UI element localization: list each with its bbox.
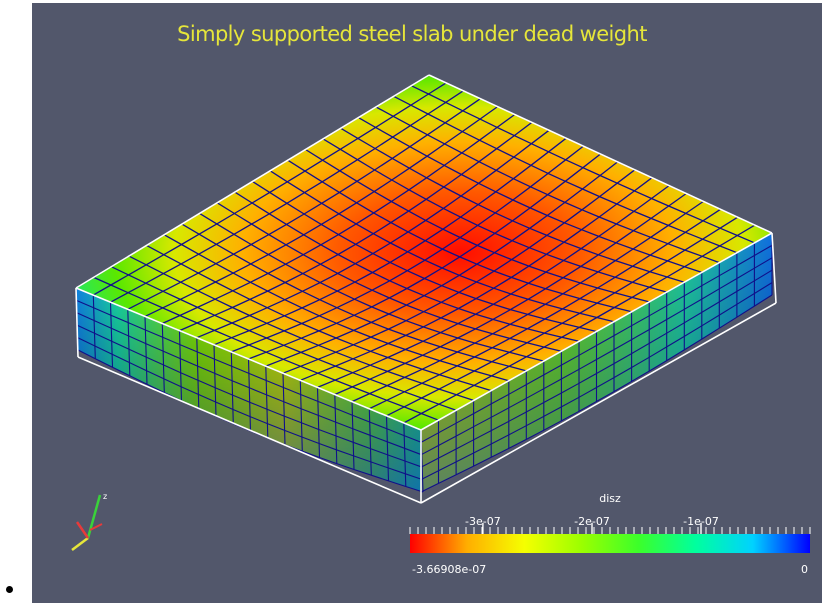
scalar-bar-tick-label: -3e-07 xyxy=(465,515,501,528)
x-axis-tail xyxy=(89,523,103,531)
scalar-bar-tick-label: -1e-07 xyxy=(683,515,719,528)
mesh-line xyxy=(351,401,355,470)
scalar-bar: disz -3e-07 -2e-07 -1e-07 -3.66908e-07 0 xyxy=(409,492,811,576)
x-axis-line xyxy=(75,521,90,539)
mesh-line xyxy=(265,161,618,367)
mesh-line xyxy=(144,316,148,385)
mesh-line xyxy=(317,185,670,389)
mesh-line xyxy=(299,380,303,452)
scalar-bar-tick-labels: -3e-07 -2e-07 -1e-07 xyxy=(465,515,719,528)
slab-mesh[interactable] xyxy=(75,74,777,504)
mesh-line xyxy=(265,366,269,439)
slab-top-face xyxy=(76,75,772,430)
render-viewport[interactable]: Simply supported steel slab under dead w… xyxy=(32,3,822,603)
mesh-line xyxy=(162,113,516,325)
outline-edge xyxy=(77,356,422,504)
mesh-line xyxy=(369,208,721,410)
scalar-bar-title: disz xyxy=(599,492,621,505)
mesh-line xyxy=(179,121,533,332)
mesh-line xyxy=(386,216,739,417)
view-title: Simply supported steel slab under dead w… xyxy=(177,22,647,46)
mesh-line xyxy=(92,82,447,296)
mesh-line xyxy=(420,244,773,443)
mesh-line xyxy=(196,337,200,409)
outline-edge xyxy=(75,287,79,358)
mesh-line xyxy=(213,137,567,346)
mesh-line xyxy=(144,106,498,317)
mesh-line xyxy=(247,358,252,432)
mesh-line xyxy=(92,295,96,359)
mesh-line xyxy=(385,415,390,481)
mesh-line xyxy=(109,302,114,368)
mesh-line xyxy=(420,294,773,493)
mesh-line xyxy=(334,394,338,464)
mesh-line xyxy=(110,90,464,303)
y-axis-line xyxy=(71,537,89,551)
scalar-bar-tick-marks xyxy=(409,523,811,534)
list-bullet xyxy=(6,586,13,593)
mesh-line xyxy=(403,422,407,487)
slab-outline-box xyxy=(75,74,777,504)
outline-edge xyxy=(420,302,777,504)
mesh-line xyxy=(127,98,481,310)
mesh-line xyxy=(213,344,217,417)
outline-edge xyxy=(75,74,430,289)
mesh-line xyxy=(230,351,234,424)
mesh-line xyxy=(334,192,687,396)
outline-edge xyxy=(75,287,422,431)
z-axis-line xyxy=(86,494,102,539)
mesh-line xyxy=(248,153,601,360)
scalar-bar-max-label: 0 xyxy=(801,563,808,576)
mesh-line xyxy=(282,169,636,374)
mesh-line xyxy=(368,408,372,476)
mesh-line xyxy=(282,373,286,445)
mesh-line xyxy=(77,337,423,481)
mesh-line xyxy=(178,330,183,401)
mesh-line xyxy=(231,145,584,353)
mesh-line xyxy=(76,312,422,456)
scalar-bar-min-label: -3.66908e-07 xyxy=(412,563,486,576)
outline-edge xyxy=(771,232,777,304)
outline-edge xyxy=(428,74,773,234)
mesh-line xyxy=(316,387,321,458)
slab-mesh-lines xyxy=(75,74,773,493)
mesh-line xyxy=(351,200,704,403)
mesh-line xyxy=(76,324,423,468)
mesh-line xyxy=(161,323,165,393)
mesh-line xyxy=(196,129,550,339)
mesh-line xyxy=(420,282,773,481)
scalar-bar-colormap xyxy=(410,534,810,553)
outline-edge xyxy=(420,232,773,431)
mesh-line xyxy=(420,269,773,468)
z-axis-label: z xyxy=(103,492,107,501)
scalar-bar-tick-label: -2e-07 xyxy=(574,515,610,528)
xyz-orientation-axes-icon: z xyxy=(71,492,107,551)
mesh-line xyxy=(76,299,422,443)
mesh-line xyxy=(127,309,131,376)
mesh-line xyxy=(300,177,653,381)
mesh-line xyxy=(403,224,756,424)
mesh-line xyxy=(420,257,773,456)
